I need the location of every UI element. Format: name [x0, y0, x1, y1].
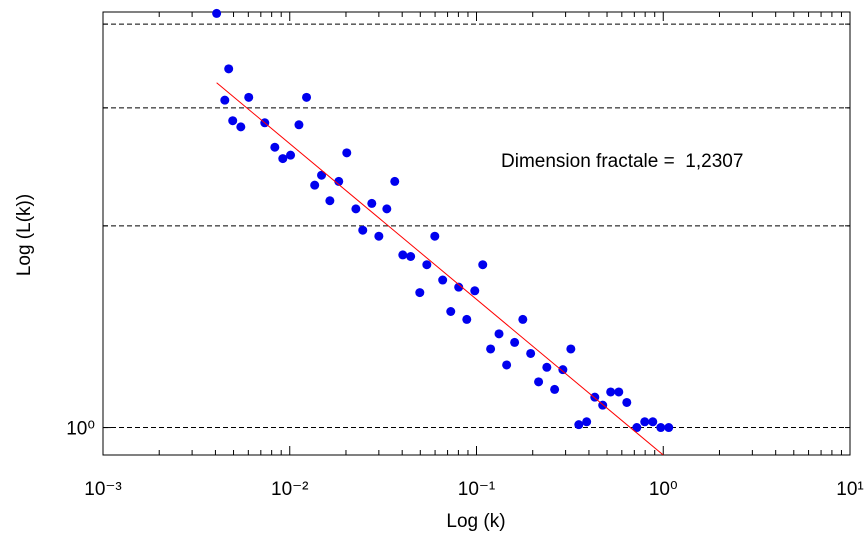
- scatter-point: [398, 250, 408, 260]
- scatter-point: [534, 377, 544, 387]
- scatter-point: [382, 204, 392, 214]
- scatter-point: [622, 397, 632, 407]
- scatter-point: [212, 8, 222, 18]
- scatter-point: [358, 225, 368, 235]
- fit-line: [216, 82, 664, 455]
- scatter-point: [614, 387, 624, 397]
- annotation: Dimension fractale = 1,2307: [501, 151, 743, 172]
- scatter-point: [510, 337, 520, 347]
- scatter-point: [302, 92, 312, 102]
- scatter-point: [494, 329, 504, 339]
- plot-frame: [102, 11, 851, 456]
- scatter-point: [486, 344, 496, 354]
- scatter-point: [415, 288, 425, 298]
- scatter-point: [470, 286, 480, 296]
- scatter-point: [294, 120, 304, 130]
- x-tick-label: 10⁰: [649, 479, 678, 500]
- scatter-point: [390, 176, 400, 186]
- scatter-point: [526, 348, 536, 358]
- scatter-point: [582, 417, 592, 427]
- x-tick-label: 10⁻¹: [458, 479, 496, 500]
- scatter-point: [351, 204, 361, 214]
- x-tick-label: 10⁻²: [271, 479, 309, 500]
- scatter-point: [228, 116, 238, 126]
- scatter-point: [502, 360, 512, 370]
- y-tick-label: 10⁰: [66, 419, 95, 440]
- scatter-point: [244, 92, 254, 102]
- x-tick-label: 10¹: [836, 479, 863, 500]
- scatter-point: [462, 314, 472, 324]
- x-axis-label: Log (k): [446, 511, 505, 532]
- scatter-point: [220, 95, 230, 105]
- scatter-point: [224, 64, 234, 74]
- scatter-point: [454, 282, 464, 292]
- scatter-point: [558, 365, 568, 375]
- scatter-point: [422, 260, 432, 270]
- scatter-point: [374, 231, 384, 241]
- scatter-point: [325, 196, 335, 206]
- scatter-point: [566, 344, 576, 354]
- scatter-point: [656, 423, 666, 433]
- scatter-point: [342, 148, 352, 158]
- scatter-point: [236, 122, 246, 132]
- scatter-point: [286, 150, 296, 160]
- scatter-point: [438, 275, 448, 285]
- scatter-point: [270, 142, 280, 152]
- scatter-point: [632, 423, 642, 433]
- scatter-point: [518, 314, 528, 324]
- y-axis-label: Log (L(k)): [14, 194, 35, 276]
- scatter-point: [664, 423, 674, 433]
- scatter-point: [406, 251, 416, 261]
- scatter-point: [648, 417, 658, 427]
- scatter-point: [478, 260, 488, 270]
- scatter-point: [334, 176, 344, 186]
- scatter-point: [640, 417, 650, 427]
- scatter-point: [310, 180, 320, 190]
- scatter-point: [278, 154, 288, 164]
- x-tick-label: 10⁻³: [84, 479, 122, 500]
- scatter-point: [367, 198, 377, 208]
- scatter-point: [606, 387, 616, 397]
- scatter-point: [430, 231, 440, 241]
- scatter-point: [550, 384, 560, 394]
- scatter-point: [317, 170, 327, 180]
- scatter-point: [542, 362, 552, 372]
- scatter-point: [574, 420, 584, 430]
- scatter-point: [446, 307, 456, 317]
